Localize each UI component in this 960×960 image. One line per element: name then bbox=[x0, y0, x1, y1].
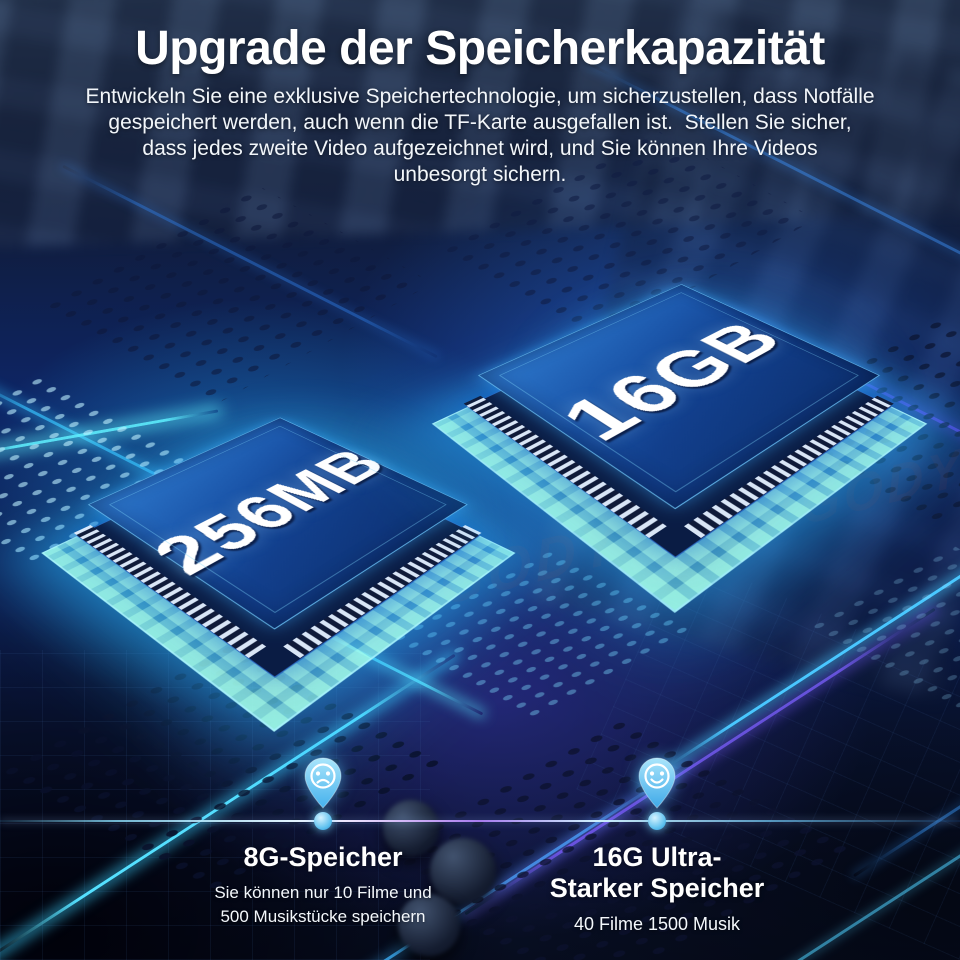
capacitor bbox=[383, 800, 439, 856]
detail-line: Sie können nur 10 Filme und bbox=[214, 883, 432, 902]
intro-line: unbesorgt sichern. bbox=[393, 163, 567, 186]
intro-line: dass jedes zweite Video aufgezeichnet wi… bbox=[142, 137, 818, 160]
comparison-divider-line bbox=[0, 820, 960, 822]
storage-option-detail: 40 Filme 1500 Musik bbox=[573, 914, 741, 934]
header: Upgrade der Speicherkapazität Entwickeln… bbox=[0, 20, 960, 188]
storage-option-heading: 8G-Speicher bbox=[243, 842, 403, 872]
comparison-right-column: 16G Ultra- Starker Speicher 40 Filme 150… bbox=[497, 756, 817, 936]
capacitor bbox=[430, 838, 496, 904]
memory-chip-16gb: 16GB bbox=[431, 230, 928, 613]
capacitor bbox=[398, 894, 460, 956]
smiley-face-pin-icon bbox=[638, 757, 676, 809]
memory-chip-256mb: 256MB bbox=[41, 368, 516, 732]
sad-face-pin-icon bbox=[304, 757, 342, 809]
intro-line: Entwickeln Sie eine exklusive Speicherte… bbox=[85, 85, 875, 108]
comparison-left-column: 8G-Speicher Sie können nur 10 Filme und … bbox=[163, 756, 483, 929]
timeline-dot bbox=[314, 812, 332, 830]
intro-paragraph: Entwickeln Sie eine exklusive Speicherte… bbox=[0, 84, 960, 188]
timeline-dot bbox=[648, 812, 666, 830]
heading-line: 16G Ultra- bbox=[592, 842, 722, 872]
page-title: Upgrade der Speicherkapazität bbox=[135, 22, 825, 75]
storage-option-detail: Sie können nur 10 Filme und 500 Musikstü… bbox=[163, 881, 483, 929]
detail-line: 500 Musikstücke speichern bbox=[220, 907, 426, 926]
storage-option-heading: 16G Ultra- Starker Speicher bbox=[497, 842, 817, 904]
heading-line: Starker Speicher bbox=[549, 873, 765, 903]
intro-line: gespeichert werden, auch wenn die TF-Kar… bbox=[108, 111, 852, 134]
